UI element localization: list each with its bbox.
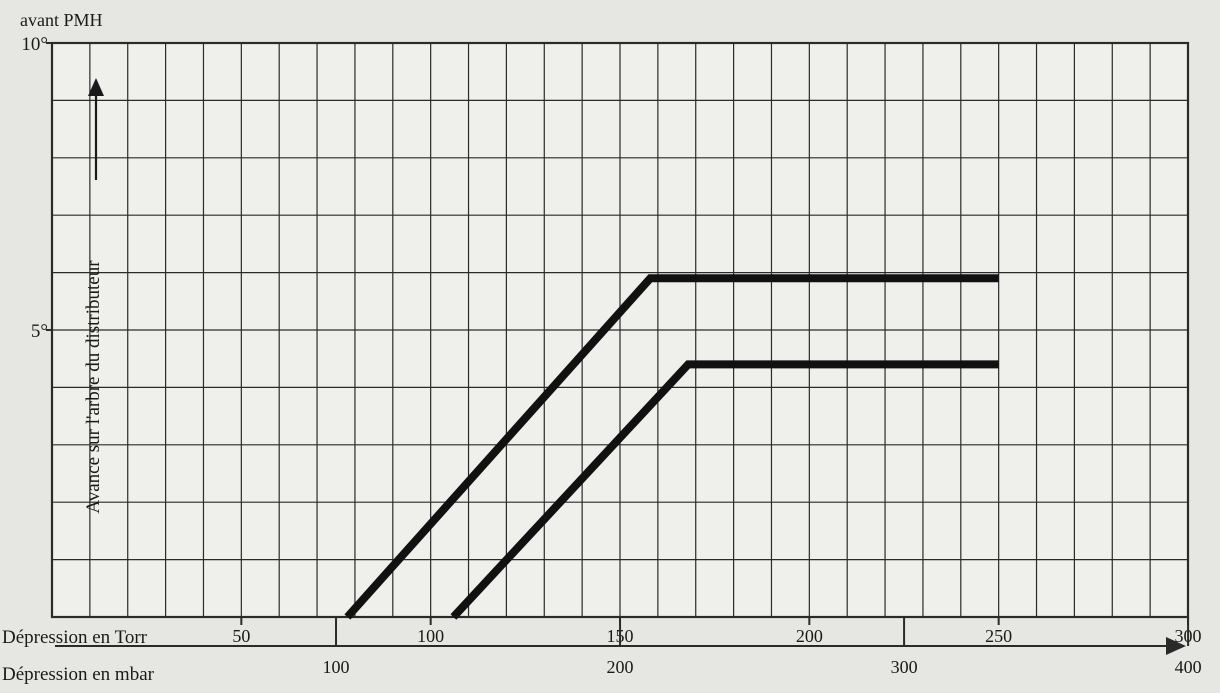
x-tick-label-torr: 250 [985,626,1012,646]
x-tick-label-mbar: 400 [1175,657,1202,677]
y-axis-unit-label: avant PMH [20,10,103,30]
y-axis-title: Avance sur l'arbre du distributeur [83,260,104,514]
x-tick-label-torr: 200 [796,626,823,646]
x-tick-label-torr: 100 [417,626,444,646]
y-tick-label: 10° [21,34,48,55]
series-line-2 [450,360,999,620]
x-tick-label-mbar: 100 [323,657,350,677]
series-line-1 [344,274,999,620]
x-tick-label-torr: 50 [232,626,250,646]
x-tick-label-mbar: 300 [891,657,918,677]
y-axis-arrow-icon [88,78,104,96]
x-axis-arrow-icon [1166,637,1186,655]
grid [50,41,1190,619]
y-axis-title-group: Avance sur l'arbre du distributeur [83,78,104,514]
x-tick-label-mbar: 200 [607,657,634,677]
y-ticks: 5° 10° [21,34,52,342]
x-axis-title-torr: Dépression en Torr [2,627,148,648]
series [344,274,999,620]
x-axis-title-mbar: Dépression en mbar [2,664,155,685]
y-tick-label: 5° [31,321,48,342]
